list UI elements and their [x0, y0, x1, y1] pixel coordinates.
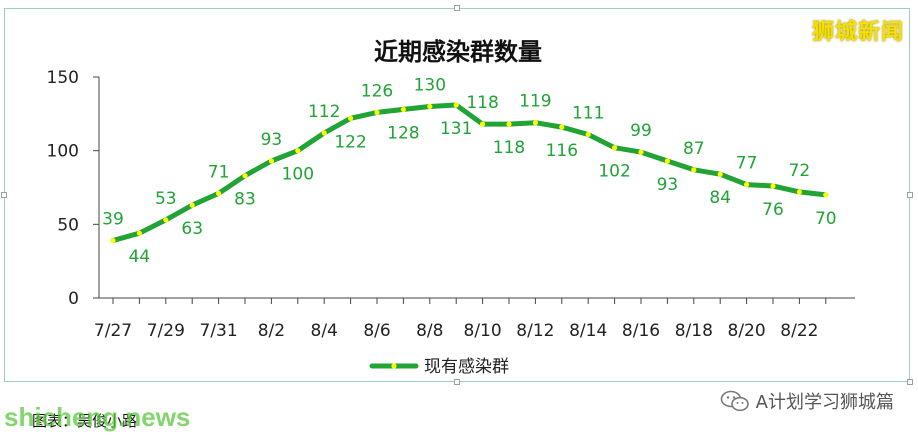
data-label: 44: [129, 247, 151, 267]
resize-handle-top[interactable]: [454, 5, 460, 11]
figure-caption: 图表：吴俊小路: [32, 412, 138, 430]
data-point: [717, 171, 723, 177]
data-point: [348, 115, 354, 121]
data-point: [163, 217, 169, 223]
x-tick-label: 8/14: [569, 321, 607, 341]
data-point: [453, 102, 459, 108]
data-label: 87: [683, 139, 705, 159]
chart-title: 近期感染群数量: [374, 38, 542, 66]
resize-handle-corner[interactable]: [907, 379, 913, 385]
x-tick-label: 8/8: [416, 321, 443, 341]
watermark-text: 狮城新闻: [811, 20, 904, 45]
x-tick-label: 8/16: [622, 321, 660, 341]
data-point: [136, 230, 142, 236]
data-label: 93: [657, 175, 679, 195]
wechat-icon: [720, 390, 749, 412]
data-point: [638, 149, 644, 155]
data-label: 93: [261, 130, 283, 150]
y-tick-label: 50: [57, 215, 79, 235]
data-label: 77: [736, 154, 758, 174]
data-point: [242, 173, 248, 179]
data-label: 70: [815, 209, 837, 229]
x-tick-label: 7/27: [94, 321, 132, 341]
data-point: [110, 237, 116, 244]
data-point: [691, 167, 697, 173]
data-label: 100: [282, 165, 314, 185]
data-point: [823, 192, 829, 198]
data-point: [744, 181, 750, 188]
data-point: [559, 124, 565, 130]
account-badge: A计划学习狮城篇: [720, 388, 894, 414]
data-label: 116: [546, 141, 578, 161]
data-label: 102: [598, 162, 630, 182]
x-tick-label: 8/22: [780, 321, 818, 341]
data-point: [796, 189, 803, 195]
y-tick-label: 0: [68, 289, 79, 309]
data-label: 71: [208, 162, 230, 182]
data-point: [400, 106, 406, 113]
data-point: [216, 190, 222, 196]
x-tick-label: 8/18: [675, 321, 713, 341]
data-point: [585, 131, 591, 138]
data-label: 83: [234, 190, 256, 210]
data-point: [532, 120, 539, 126]
resize-handle-left[interactable]: [1, 192, 7, 198]
data-point: [374, 109, 380, 115]
account-name: A计划学习狮城篇: [755, 392, 894, 413]
data-label: 130: [414, 75, 446, 95]
y-tick-label: 100: [47, 142, 79, 162]
data-point: [664, 158, 671, 164]
y-tick-label: 150: [47, 68, 79, 88]
data-label: 119: [519, 92, 551, 112]
x-tick-label: 8/2: [258, 321, 285, 341]
data-label: 39: [102, 210, 124, 230]
data-label: 63: [181, 219, 203, 239]
data-label: 118: [466, 93, 498, 113]
site-watermark: shicheng.news: [4, 402, 191, 432]
data-label: 122: [334, 132, 366, 152]
data-label: 99: [630, 121, 652, 141]
data-label: 118: [493, 138, 525, 158]
series-line: [110, 102, 829, 243]
data-label: 128: [387, 123, 419, 143]
data-label: 76: [762, 200, 784, 220]
x-tick-label: 8/6: [363, 321, 390, 341]
data-label: 131: [440, 119, 472, 139]
data-point: [268, 158, 274, 164]
data-point: [321, 130, 327, 136]
legend-label: 现有感染群: [424, 357, 509, 377]
resize-handle-right[interactable]: [907, 192, 913, 198]
data-point: [189, 202, 195, 208]
data-point: [427, 103, 433, 110]
data-label: 53: [155, 189, 177, 209]
x-tick-label: 8/20: [728, 321, 766, 341]
x-tick-label: 8/10: [464, 321, 502, 341]
data-label: 111: [572, 103, 604, 123]
x-tick-label: 7/29: [147, 321, 185, 341]
x-tick-label: 8/4: [311, 321, 338, 341]
data-point: [612, 145, 618, 151]
x-tick-label: 7/31: [200, 321, 238, 341]
chart-frame: [4, 8, 910, 382]
data-label: 72: [789, 161, 811, 181]
resize-handle-bottom[interactable]: [454, 379, 460, 385]
data-point: [295, 148, 301, 154]
data-point: [506, 121, 512, 127]
legend-marker: [391, 363, 397, 369]
x-tick-label: 8/12: [516, 321, 554, 341]
data-label: 112: [308, 102, 340, 122]
data-label: 84: [709, 188, 731, 208]
data-point: [480, 121, 486, 127]
data-label: 126: [361, 81, 393, 101]
data-point: [770, 183, 776, 189]
